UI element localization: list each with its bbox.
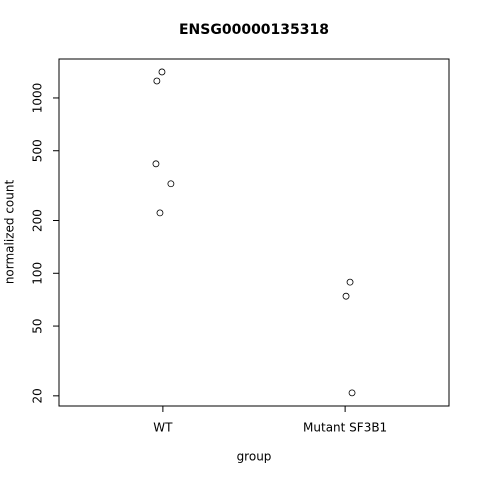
plot-frame [58,58,450,407]
point [348,389,356,397]
y-tick-label: 1000 [31,83,45,114]
point [158,68,166,76]
y-tick-label: 500 [31,139,45,162]
x-axis-label: group [237,450,272,464]
y-axis-label: normalized count [3,180,17,285]
y-tick-label: 100 [31,262,45,285]
chart-title: ENSG00000135318 [179,22,329,38]
x-tick-label: WT [153,421,173,435]
y-tick-label: 20 [31,388,45,403]
point [156,209,164,217]
y-tick-label: 200 [31,209,45,232]
point [342,292,350,300]
y-tick-label: 50 [31,318,45,333]
point [167,180,175,188]
point [153,77,161,85]
x-tick-label: Mutant SF3B1 [303,421,387,435]
point [346,278,354,286]
point [152,160,160,168]
